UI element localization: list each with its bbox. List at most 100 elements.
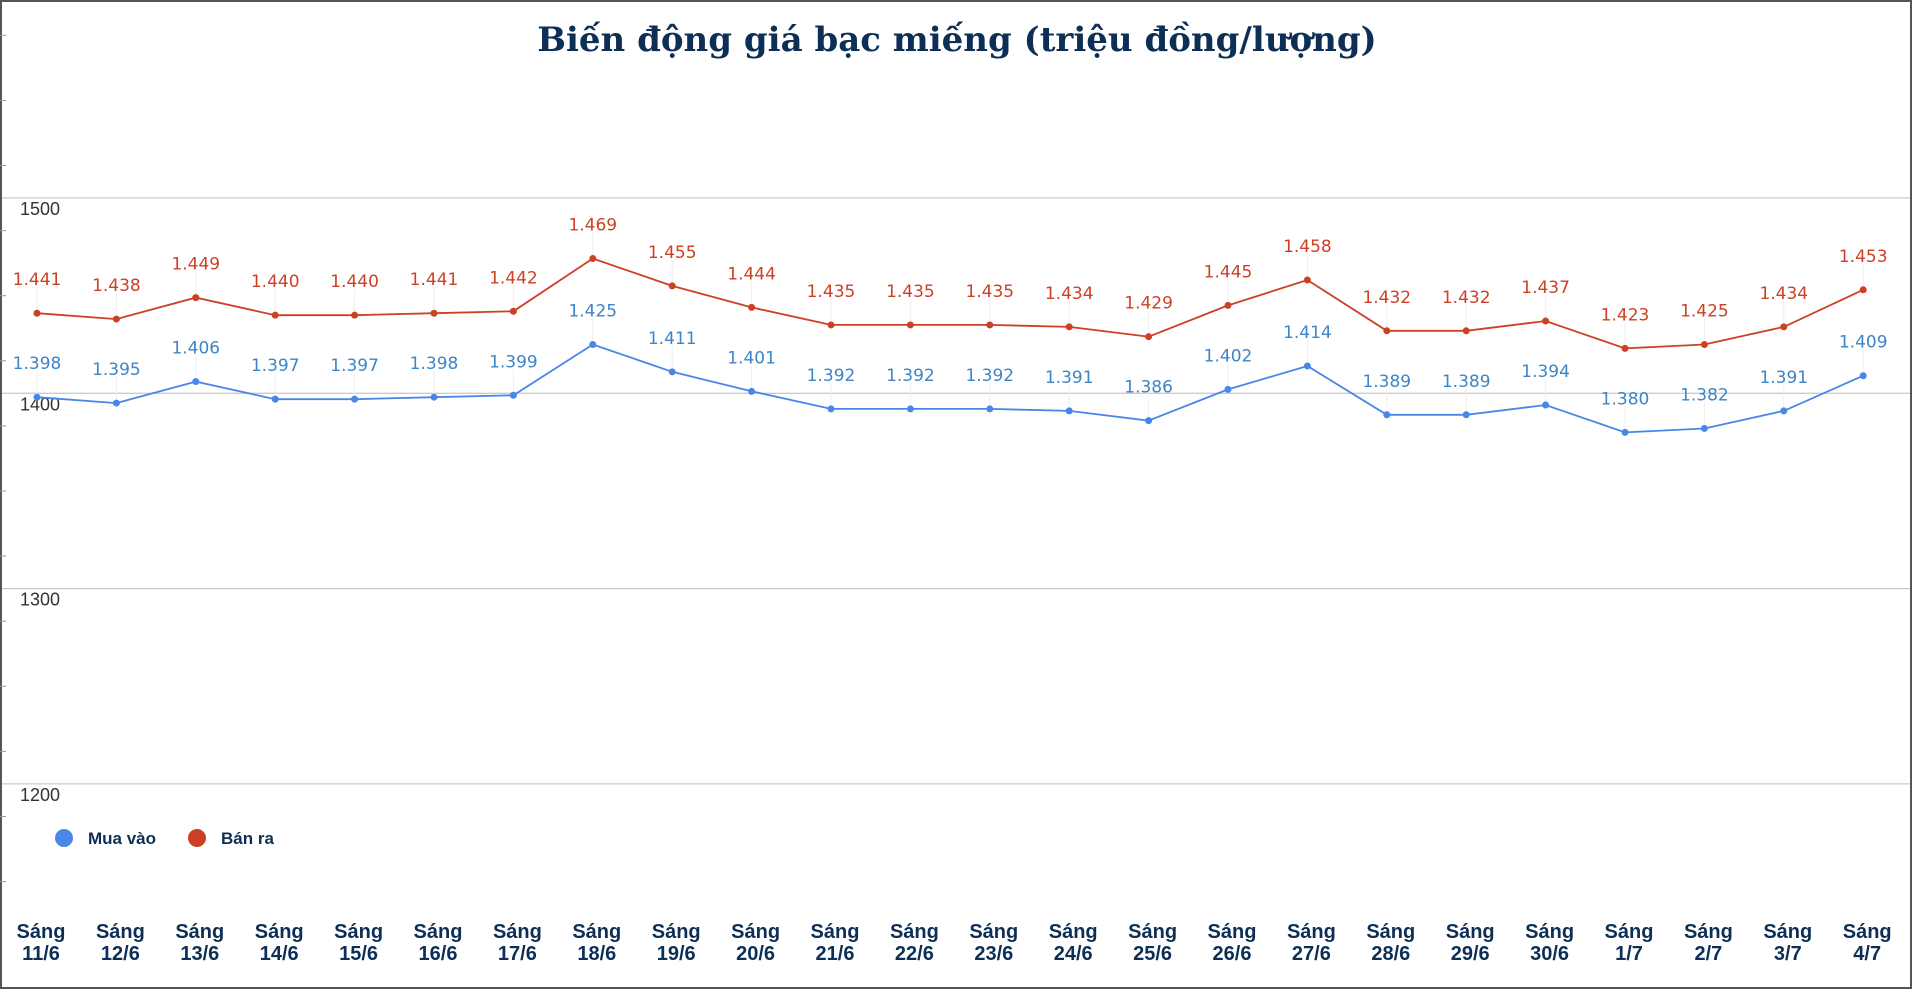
x-tick-label: Sáng — [1684, 921, 1733, 943]
data-label: 1.397 — [330, 356, 379, 376]
legend-label: Mua vào — [88, 829, 156, 848]
data-point — [1065, 407, 1073, 415]
x-tick-label: Sáng — [572, 921, 621, 943]
x-tick-label: 30/6 — [1530, 943, 1569, 965]
data-label: 1.469 — [568, 216, 617, 236]
data-point — [33, 309, 41, 317]
data-label: 1.411 — [648, 329, 697, 349]
y-tick-label: 1500 — [20, 199, 60, 219]
data-label: 1.409 — [1839, 333, 1888, 353]
x-tick-label: 17/6 — [498, 943, 537, 965]
x-tick-label: Sáng — [1763, 921, 1812, 943]
x-tick-label: Sáng — [175, 921, 224, 943]
data-point — [351, 395, 359, 403]
x-tick-label: 4/7 — [1853, 943, 1881, 965]
x-tick-label: 2/7 — [1694, 943, 1722, 965]
data-label: 1.414 — [1283, 323, 1332, 343]
data-point — [509, 307, 517, 315]
x-tick-label: 13/6 — [180, 943, 219, 965]
data-point — [509, 391, 517, 399]
data-label: 1.406 — [171, 339, 220, 359]
data-point — [1780, 407, 1788, 415]
data-label: 1.397 — [251, 356, 300, 376]
data-point — [668, 368, 676, 376]
data-label: 1.398 — [410, 354, 459, 374]
data-label: 1.423 — [1601, 305, 1650, 325]
x-tick-label: Sáng — [1366, 921, 1415, 943]
data-point — [1303, 362, 1311, 370]
data-point — [351, 311, 359, 319]
data-label: 1.425 — [1680, 301, 1729, 321]
data-point — [1145, 417, 1153, 425]
data-label: 1.382 — [1680, 385, 1729, 405]
y-tick-label: 1300 — [20, 590, 60, 610]
x-tick-label: 11/6 — [22, 943, 60, 965]
data-label: 1.435 — [886, 282, 935, 302]
x-tick-label: 25/6 — [1133, 943, 1172, 965]
x-tick-label: 24/6 — [1054, 943, 1093, 965]
data-label: 1.386 — [1124, 378, 1173, 398]
data-point — [986, 321, 994, 329]
data-point — [1859, 372, 1867, 380]
data-point — [1224, 385, 1232, 393]
x-tick-label: Sáng — [731, 921, 780, 943]
data-point — [1383, 411, 1391, 419]
legend-marker — [188, 829, 206, 847]
data-point — [1303, 276, 1311, 284]
x-tick-label: Sáng — [1843, 921, 1892, 943]
data-point — [1700, 424, 1708, 432]
x-tick-label: Sáng — [1287, 921, 1336, 943]
x-tick-label: 19/6 — [657, 943, 696, 965]
x-tick-label: Sáng — [1049, 921, 1098, 943]
x-tick-label: Sáng — [1128, 921, 1177, 943]
x-tick-label: Sáng — [493, 921, 542, 943]
data-label: 1.435 — [807, 282, 856, 302]
data-label: 1.458 — [1283, 237, 1332, 257]
data-label: 1.445 — [1204, 262, 1253, 282]
x-tick-label: 1/7 — [1615, 943, 1643, 965]
data-point — [589, 255, 597, 263]
x-tick-label: 28/6 — [1371, 943, 1410, 965]
data-point — [1780, 323, 1788, 331]
data-point — [271, 395, 279, 403]
x-tick-label: Sáng — [255, 921, 304, 943]
data-point — [1065, 323, 1073, 331]
x-tick-label: Sáng — [96, 921, 145, 943]
gridlines — [0, 34, 1910, 883]
data-label: 1.440 — [330, 272, 379, 292]
data-point — [1462, 411, 1470, 419]
x-tick-label: Sáng — [1605, 921, 1654, 943]
data-label: 1.380 — [1601, 389, 1650, 409]
data-point — [748, 387, 756, 395]
data-point — [430, 393, 438, 401]
x-tick-label: 27/6 — [1292, 943, 1331, 965]
x-tick-label: Sáng — [334, 921, 383, 943]
x-tick-label: 26/6 — [1213, 943, 1252, 965]
data-label: 1.435 — [965, 282, 1014, 302]
x-tick-label: 21/6 — [816, 943, 855, 965]
x-tick-label: 22/6 — [895, 943, 934, 965]
x-tick-label: 12/6 — [101, 943, 140, 965]
data-point — [1621, 344, 1629, 352]
data-label: 1.391 — [1759, 368, 1808, 388]
data-point — [668, 282, 676, 290]
data-point — [192, 378, 200, 386]
data-label: 1.437 — [1521, 278, 1570, 298]
data-label: 1.392 — [807, 366, 856, 386]
x-tick-label: 15/6 — [339, 943, 378, 965]
data-point — [986, 405, 994, 413]
data-label: 1.432 — [1442, 288, 1491, 308]
data-point — [906, 405, 914, 413]
data-point — [112, 399, 120, 407]
data-label: 1.434 — [1759, 284, 1808, 304]
data-label: 1.398 — [13, 354, 62, 374]
x-tick-label: 23/6 — [974, 943, 1013, 965]
data-label: 1.442 — [489, 268, 538, 288]
x-tick-label: Sáng — [17, 921, 66, 943]
data-label: 1.401 — [727, 348, 776, 368]
data-point — [33, 393, 41, 401]
x-tick-label: Sáng — [1208, 921, 1257, 943]
data-point — [1700, 340, 1708, 348]
legend-marker — [55, 829, 73, 847]
data-point — [1224, 301, 1232, 309]
